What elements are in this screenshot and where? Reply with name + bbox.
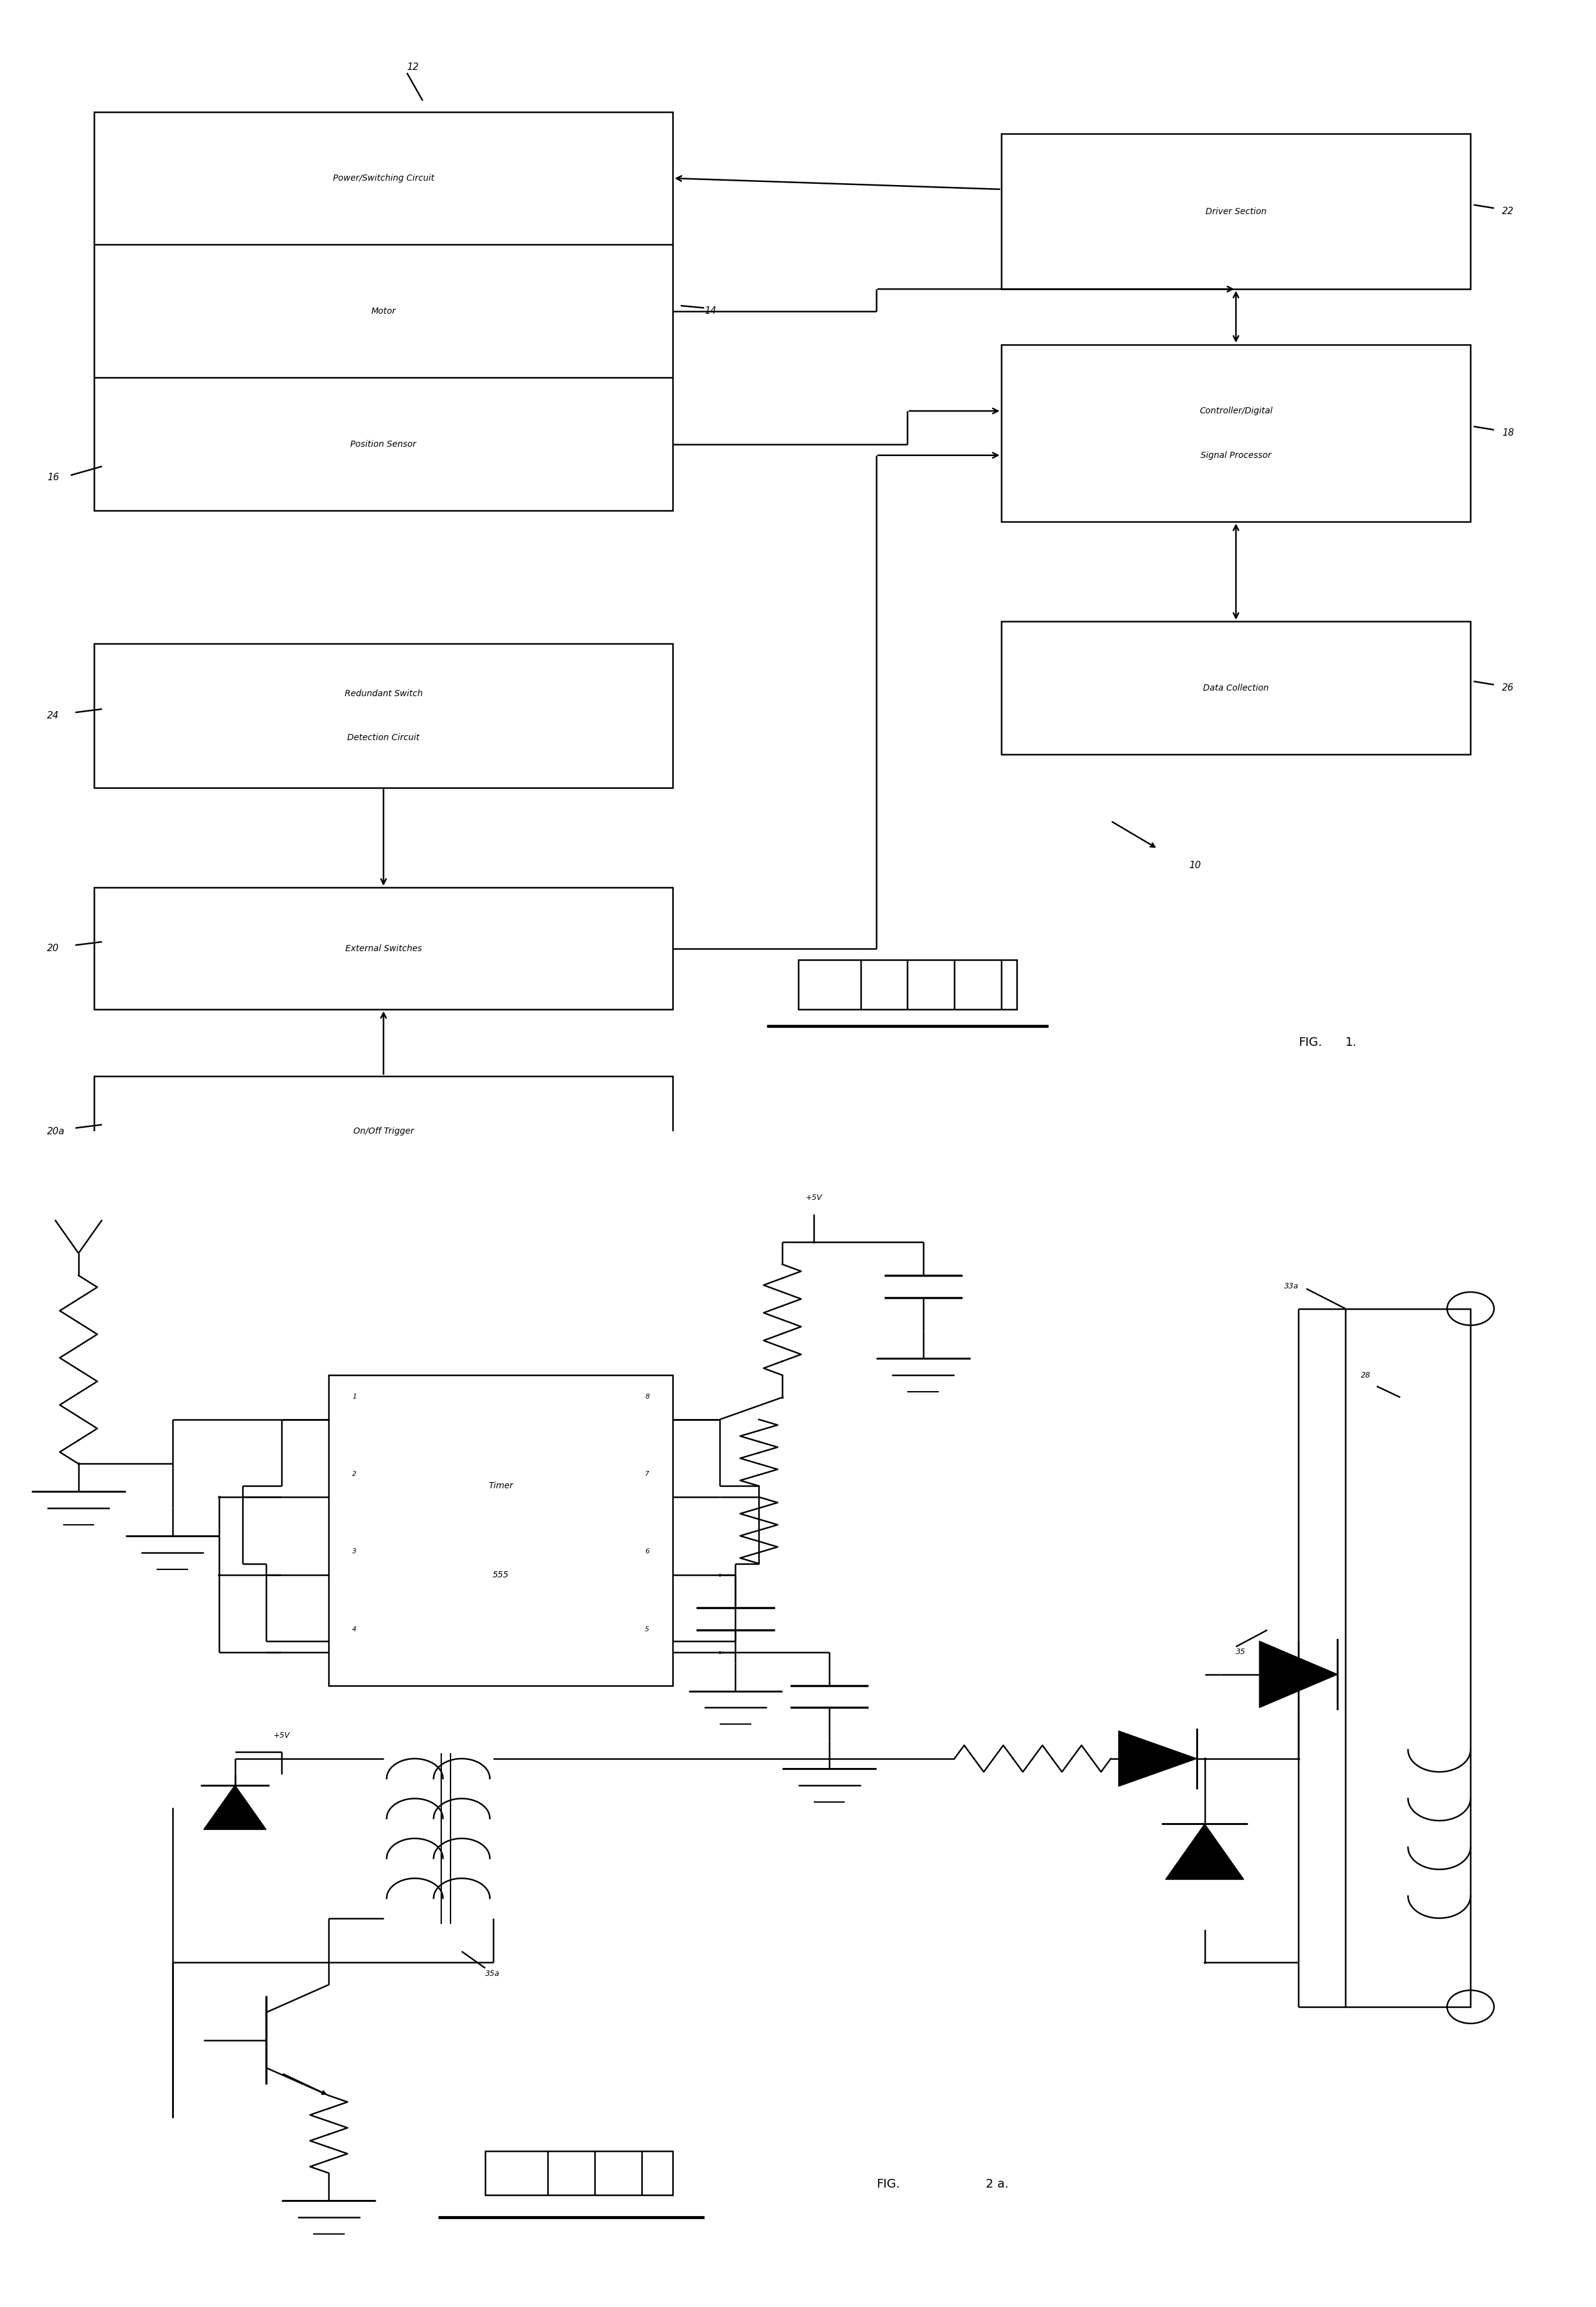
Bar	[1001, 621, 1470, 754]
Text: 28: 28	[1361, 1370, 1371, 1380]
Bar	[94, 888, 674, 1010]
Bar	[1345, 1308, 1470, 2007]
Bar	[94, 1075, 674, 1186]
Text: 26: 26	[1502, 683, 1515, 692]
Polygon shape	[1119, 1730, 1197, 1786]
Text: 22: 22	[1502, 208, 1515, 217]
Text: FIG.: FIG.	[876, 2178, 900, 2189]
Text: Detection Circuit: Detection Circuit	[348, 734, 420, 743]
Text: On/Off Trigger: On/Off Trigger	[353, 1128, 413, 1135]
Text: Data Collection: Data Collection	[1203, 683, 1269, 692]
Bar	[485, 2150, 674, 2196]
Text: 35: 35	[1235, 1647, 1246, 1656]
Text: FIG.: FIG.	[1299, 1036, 1321, 1050]
Text: 33a: 33a	[1283, 1283, 1299, 1290]
Polygon shape	[1165, 1825, 1243, 1880]
Text: 5: 5	[645, 1626, 650, 1633]
Text: 35a: 35a	[485, 1970, 500, 1977]
Text: 6: 6	[645, 1548, 650, 1555]
Text: Position Sensor: Position Sensor	[351, 441, 417, 448]
Text: 14: 14	[704, 307, 717, 316]
Bar	[94, 644, 674, 787]
Text: 2: 2	[353, 1472, 356, 1476]
Text: 12: 12	[407, 62, 420, 72]
Text: 4: 4	[353, 1626, 356, 1633]
Bar	[798, 960, 1017, 1010]
Text: 555: 555	[493, 1571, 509, 1578]
Bar	[329, 1375, 674, 1686]
Text: Power/Switching Circuit: Power/Switching Circuit	[334, 173, 434, 182]
Text: Signal Processor: Signal Processor	[1200, 450, 1272, 459]
Bar	[1001, 134, 1470, 288]
Text: 16: 16	[48, 473, 59, 482]
Text: 3: 3	[353, 1548, 356, 1555]
Text: 8: 8	[645, 1393, 650, 1400]
Text: Controller/Digital: Controller/Digital	[1199, 406, 1272, 415]
Text: External Switches: External Switches	[345, 944, 421, 953]
Text: Redundant Switch: Redundant Switch	[345, 690, 423, 699]
Text: Driver Section: Driver Section	[1205, 208, 1267, 217]
Text: 24: 24	[48, 711, 59, 720]
Text: 18: 18	[1502, 429, 1515, 438]
Text: 7: 7	[645, 1472, 650, 1476]
Text: Motor: Motor	[370, 307, 396, 316]
Text: Timer: Timer	[488, 1481, 514, 1490]
Bar	[1001, 344, 1470, 521]
Text: +5V: +5V	[806, 1193, 822, 1202]
Text: +5V: +5V	[273, 1730, 290, 1739]
Text: 20: 20	[48, 944, 59, 953]
Polygon shape	[204, 1786, 267, 1829]
Text: 10: 10	[1189, 861, 1202, 870]
Polygon shape	[1259, 1640, 1337, 1707]
Text: 2 a.: 2 a.	[986, 2178, 1009, 2189]
Text: 20a: 20a	[48, 1126, 65, 1135]
Text: 1.: 1.	[1345, 1036, 1357, 1050]
Bar	[94, 111, 674, 510]
Text: 1: 1	[353, 1393, 356, 1400]
